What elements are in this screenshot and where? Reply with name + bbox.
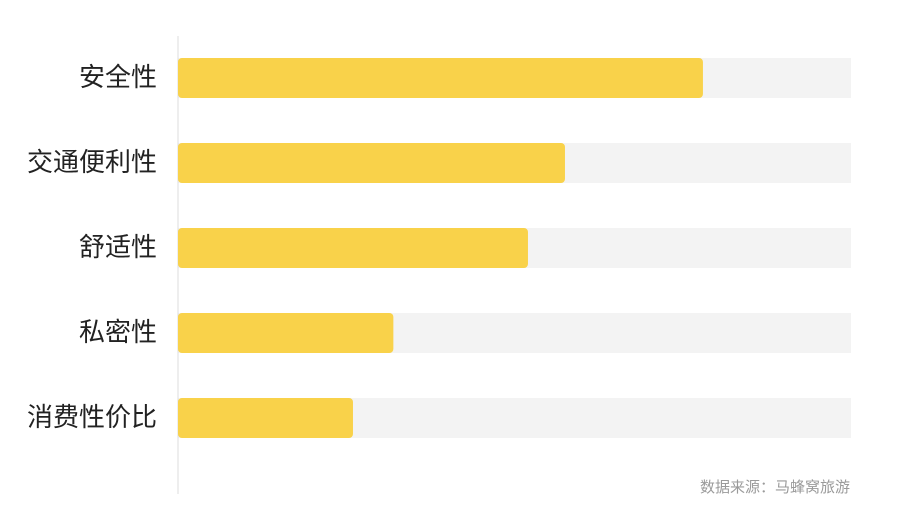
category-label: 安全性 [79,63,157,93]
category-label: 消费性价比 [27,403,157,433]
data-source-note: 数据来源：马蜂窝旅游 [700,478,850,496]
bar [178,398,353,438]
bar [178,143,565,183]
bar [178,58,703,98]
category-label: 私密性 [79,318,157,348]
bar [178,313,394,353]
category-label: 交通便利性 [27,148,157,178]
bar [178,228,528,268]
bars [178,58,703,438]
category-label: 舒适性 [79,233,157,263]
